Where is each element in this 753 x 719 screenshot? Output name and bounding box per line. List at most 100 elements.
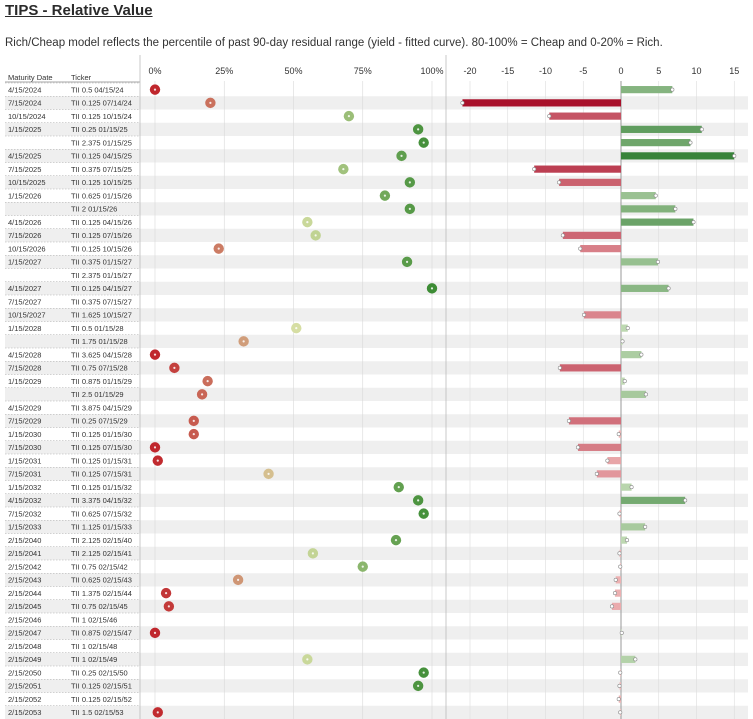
residual-bar	[621, 324, 628, 332]
residual-bar	[621, 284, 669, 292]
maturity-date: 10/15/2024	[8, 112, 46, 121]
percentile-dot-center	[153, 446, 157, 449]
percentile-dot-center	[417, 499, 420, 502]
maturity-date: 2/15/2050	[8, 668, 41, 677]
residual-bar-end	[670, 87, 675, 92]
ticker: TII 0.125 01/15/32	[71, 483, 132, 492]
row-shade	[5, 228, 748, 242]
page-subtitle: Rich/Cheap model reflects the percentile…	[5, 37, 663, 49]
maturity-date: 2/15/2040	[8, 536, 41, 545]
percentile-dot-center	[417, 128, 420, 131]
residual-bar	[621, 152, 735, 160]
maturity-date: 1/15/2026	[8, 191, 41, 200]
percentile-dot-center	[156, 711, 159, 714]
residual-tick-label: -5	[579, 66, 587, 76]
percentile-tick-label: 0%	[148, 66, 161, 76]
percentile-dot-center	[153, 88, 157, 91]
maturity-date: 7/15/2026	[8, 231, 41, 240]
maturity-date: 2/15/2048	[8, 642, 41, 651]
percentile-dot-center	[408, 181, 411, 184]
residual-bar-end	[609, 604, 614, 609]
ticker: TII 1.125 01/15/33	[71, 523, 132, 532]
maturity-date: 2/15/2041	[8, 549, 41, 558]
ticker: TII 0.125 04/15/25	[71, 152, 132, 161]
residual-tick-label: -15	[501, 66, 514, 76]
percentile-dot-center	[217, 247, 220, 250]
residual-bar-end	[582, 312, 587, 317]
residual-bar-end	[460, 100, 465, 105]
residual-bar-end	[616, 697, 621, 702]
ticker: TII 0.5 04/15/24	[71, 85, 124, 94]
residual-bar-end	[547, 114, 552, 119]
residual-bar	[621, 483, 632, 491]
percentile-dot-center	[422, 512, 425, 515]
residual-bar-end	[532, 167, 537, 172]
maturity-date: 7/15/2030	[8, 443, 41, 452]
residual-bar-end	[557, 180, 562, 185]
percentile-dot-center	[306, 221, 309, 224]
residual-bar	[621, 192, 656, 200]
residual-bar	[621, 655, 636, 663]
percentile-dot-center	[237, 578, 240, 581]
row-shade	[5, 705, 748, 719]
row-shade	[5, 308, 748, 322]
percentile-dot-center	[405, 260, 409, 263]
maturity-date: 4/15/2028	[8, 350, 41, 359]
row-shade	[5, 387, 748, 401]
maturity-date: 2/15/2044	[8, 589, 41, 598]
ticker: TII 0.125 01/15/31	[71, 456, 132, 465]
residual-bar-end	[625, 538, 630, 543]
row-shade	[5, 493, 748, 507]
maturity-date: 2/15/2045	[8, 602, 41, 611]
maturity-date: 4/15/2025	[8, 152, 41, 161]
maturity-date: 7/15/2028	[8, 364, 41, 373]
ticker: TII 2.375 01/15/27	[71, 271, 132, 280]
ticker: TII 2.375 01/15/25	[71, 138, 132, 147]
percentile-dot-center	[209, 101, 212, 104]
row-shade	[5, 679, 748, 693]
residual-bar-end	[691, 220, 696, 225]
residual-bar	[621, 205, 676, 213]
residual-bar	[621, 258, 658, 266]
maturity-date: 4/15/2027	[8, 284, 41, 293]
residual-bar-end	[732, 153, 737, 158]
residual-bar-end	[699, 127, 704, 132]
percentile-tick-label: 50%	[284, 66, 302, 76]
ticker: TII 0.125 10/15/26	[71, 244, 132, 253]
residual-bar-end	[633, 657, 638, 662]
row-shade	[5, 440, 748, 454]
residual-bar-end	[618, 710, 623, 715]
residual-bar	[549, 112, 621, 120]
percentile-dot-center	[156, 459, 159, 462]
row-shade	[5, 149, 748, 163]
percentile-dot-center	[400, 154, 403, 157]
maturity-date: 1/15/2032	[8, 483, 41, 492]
residual-bar-end	[655, 259, 660, 264]
residual-bar-end	[683, 498, 688, 503]
maturity-date: 7/15/2031	[8, 470, 41, 479]
maturity-date: 1/15/2030	[8, 430, 41, 439]
ticker: TII 0.125 01/15/30	[71, 430, 132, 439]
residual-tick-label: -10	[539, 66, 552, 76]
residual-bar-end	[594, 471, 599, 476]
residual-bar	[621, 351, 642, 359]
residual-bar	[568, 417, 621, 425]
ticker: TII 0.375 01/15/27	[71, 258, 132, 267]
row-shade	[5, 467, 748, 481]
residual-bar	[621, 125, 702, 133]
residual-bar	[534, 165, 621, 173]
residual-bar-end	[629, 485, 634, 490]
percentile-dot-center	[422, 141, 425, 144]
residual-bar	[621, 523, 646, 531]
maturity-date: 2/15/2051	[8, 682, 41, 691]
maturity-date: 2/15/2043	[8, 576, 41, 585]
ticker: TII 0.875 02/15/47	[71, 629, 132, 638]
row-shade	[5, 573, 748, 587]
ticker: TII 1.625 10/15/27	[71, 311, 132, 320]
residual-bar	[562, 231, 621, 239]
ticker: TII 0.75 02/15/45	[71, 602, 128, 611]
ticker: TII 3.625 04/15/28	[71, 350, 132, 359]
maturity-date: 1/15/2031	[8, 456, 41, 465]
ticker-header: Ticker	[71, 73, 92, 82]
ticker: TII 0.75 02/15/42	[71, 562, 128, 571]
